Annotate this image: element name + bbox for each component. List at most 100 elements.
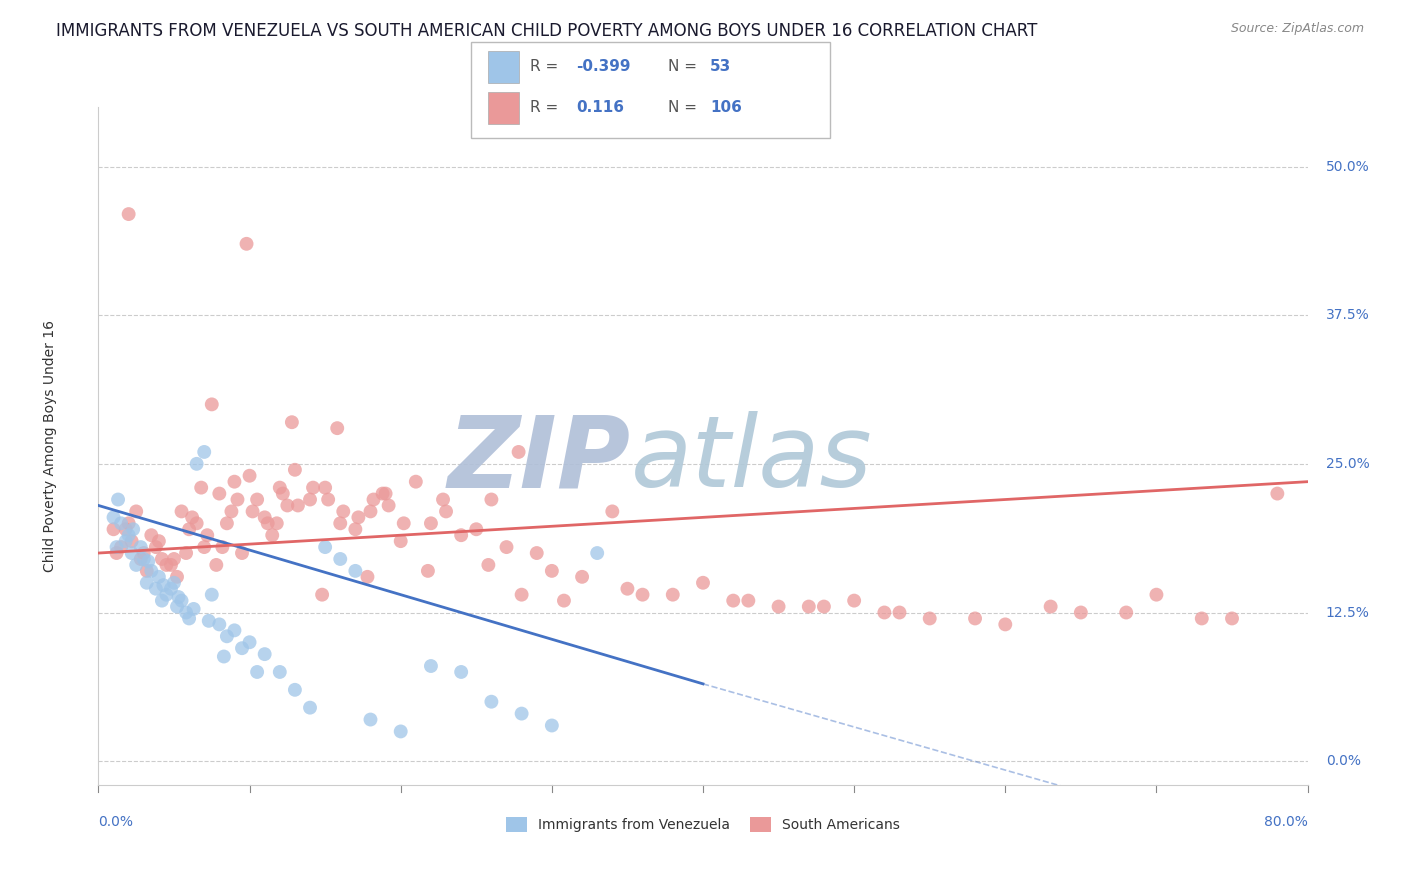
Text: Source: ZipAtlas.com: Source: ZipAtlas.com <box>1230 22 1364 36</box>
Point <box>377 499 399 513</box>
Point <box>540 718 562 732</box>
Point <box>186 457 208 471</box>
Point <box>347 510 370 524</box>
Point <box>105 540 128 554</box>
Point <box>374 486 396 500</box>
Point <box>737 593 759 607</box>
Point <box>269 665 291 679</box>
Point <box>211 540 233 554</box>
Point <box>553 593 575 607</box>
Text: ZIP: ZIP <box>447 411 630 508</box>
Point <box>114 522 136 536</box>
Point <box>145 540 167 554</box>
Point <box>316 492 339 507</box>
Point <box>246 492 269 507</box>
Point <box>150 552 173 566</box>
Point <box>195 528 218 542</box>
Point <box>160 558 183 572</box>
Point <box>179 611 201 625</box>
Point <box>105 546 128 560</box>
Text: -0.399: -0.399 <box>576 60 631 74</box>
Point <box>136 554 159 568</box>
Point <box>329 552 352 566</box>
Point <box>201 588 224 602</box>
Point <box>183 602 205 616</box>
Point <box>311 588 333 602</box>
Point <box>281 415 304 429</box>
Point <box>371 486 394 500</box>
Point <box>166 570 188 584</box>
Point <box>246 665 269 679</box>
Point <box>145 582 167 596</box>
Point <box>356 570 378 584</box>
Point <box>1267 486 1289 500</box>
Point <box>432 492 454 507</box>
Point <box>269 481 291 495</box>
Point <box>167 590 190 604</box>
Point <box>918 611 941 625</box>
Point <box>602 504 624 518</box>
Point <box>141 564 163 578</box>
Point <box>186 516 208 531</box>
Text: 80.0%: 80.0% <box>1264 815 1308 830</box>
Point <box>266 516 288 531</box>
Point <box>465 522 488 536</box>
Point <box>224 475 246 489</box>
Point <box>132 546 155 560</box>
Point <box>208 486 231 500</box>
Point <box>302 481 325 495</box>
Point <box>329 516 352 531</box>
Point <box>221 504 243 518</box>
Point <box>166 599 188 614</box>
Point <box>118 528 141 542</box>
Point <box>360 504 382 518</box>
Point <box>1191 611 1213 625</box>
Point <box>889 606 911 620</box>
Text: IMMIGRANTS FROM VENEZUELA VS SOUTH AMERICAN CHILD POVERTY AMONG BOYS UNDER 16 CO: IMMIGRANTS FROM VENEZUELA VS SOUTH AMERI… <box>56 22 1038 40</box>
Point <box>205 558 228 572</box>
Point <box>107 492 129 507</box>
Point <box>389 534 412 549</box>
Point <box>434 504 457 518</box>
Point <box>344 522 367 536</box>
Point <box>253 510 276 524</box>
Point <box>163 575 186 590</box>
Point <box>201 397 224 411</box>
Point <box>405 475 427 489</box>
Point <box>420 516 443 531</box>
Point <box>193 540 215 554</box>
Point <box>287 499 309 513</box>
Point <box>174 606 197 620</box>
Point <box>965 611 987 625</box>
Point <box>253 647 276 661</box>
Point <box>314 481 336 495</box>
Point <box>389 724 412 739</box>
Point <box>135 564 157 578</box>
Point <box>235 236 257 251</box>
Text: 37.5%: 37.5% <box>1326 308 1369 322</box>
Point <box>1115 606 1137 620</box>
Point <box>215 629 238 643</box>
Point <box>125 558 148 572</box>
Point <box>363 492 385 507</box>
Text: 50.0%: 50.0% <box>1326 160 1369 174</box>
Point <box>239 468 262 483</box>
Point <box>1039 599 1062 614</box>
Point <box>118 207 141 221</box>
Point <box>526 546 548 560</box>
Point <box>224 624 246 638</box>
Point <box>344 564 367 578</box>
Point <box>284 463 307 477</box>
Point <box>450 665 472 679</box>
Point <box>692 575 714 590</box>
Point <box>508 445 530 459</box>
Text: 53: 53 <box>710 60 731 74</box>
Point <box>1220 611 1243 625</box>
Point <box>661 588 683 602</box>
Point <box>122 522 145 536</box>
Point <box>150 593 173 607</box>
Point <box>510 588 533 602</box>
Point <box>481 492 503 507</box>
Point <box>141 528 163 542</box>
Point <box>844 593 866 607</box>
